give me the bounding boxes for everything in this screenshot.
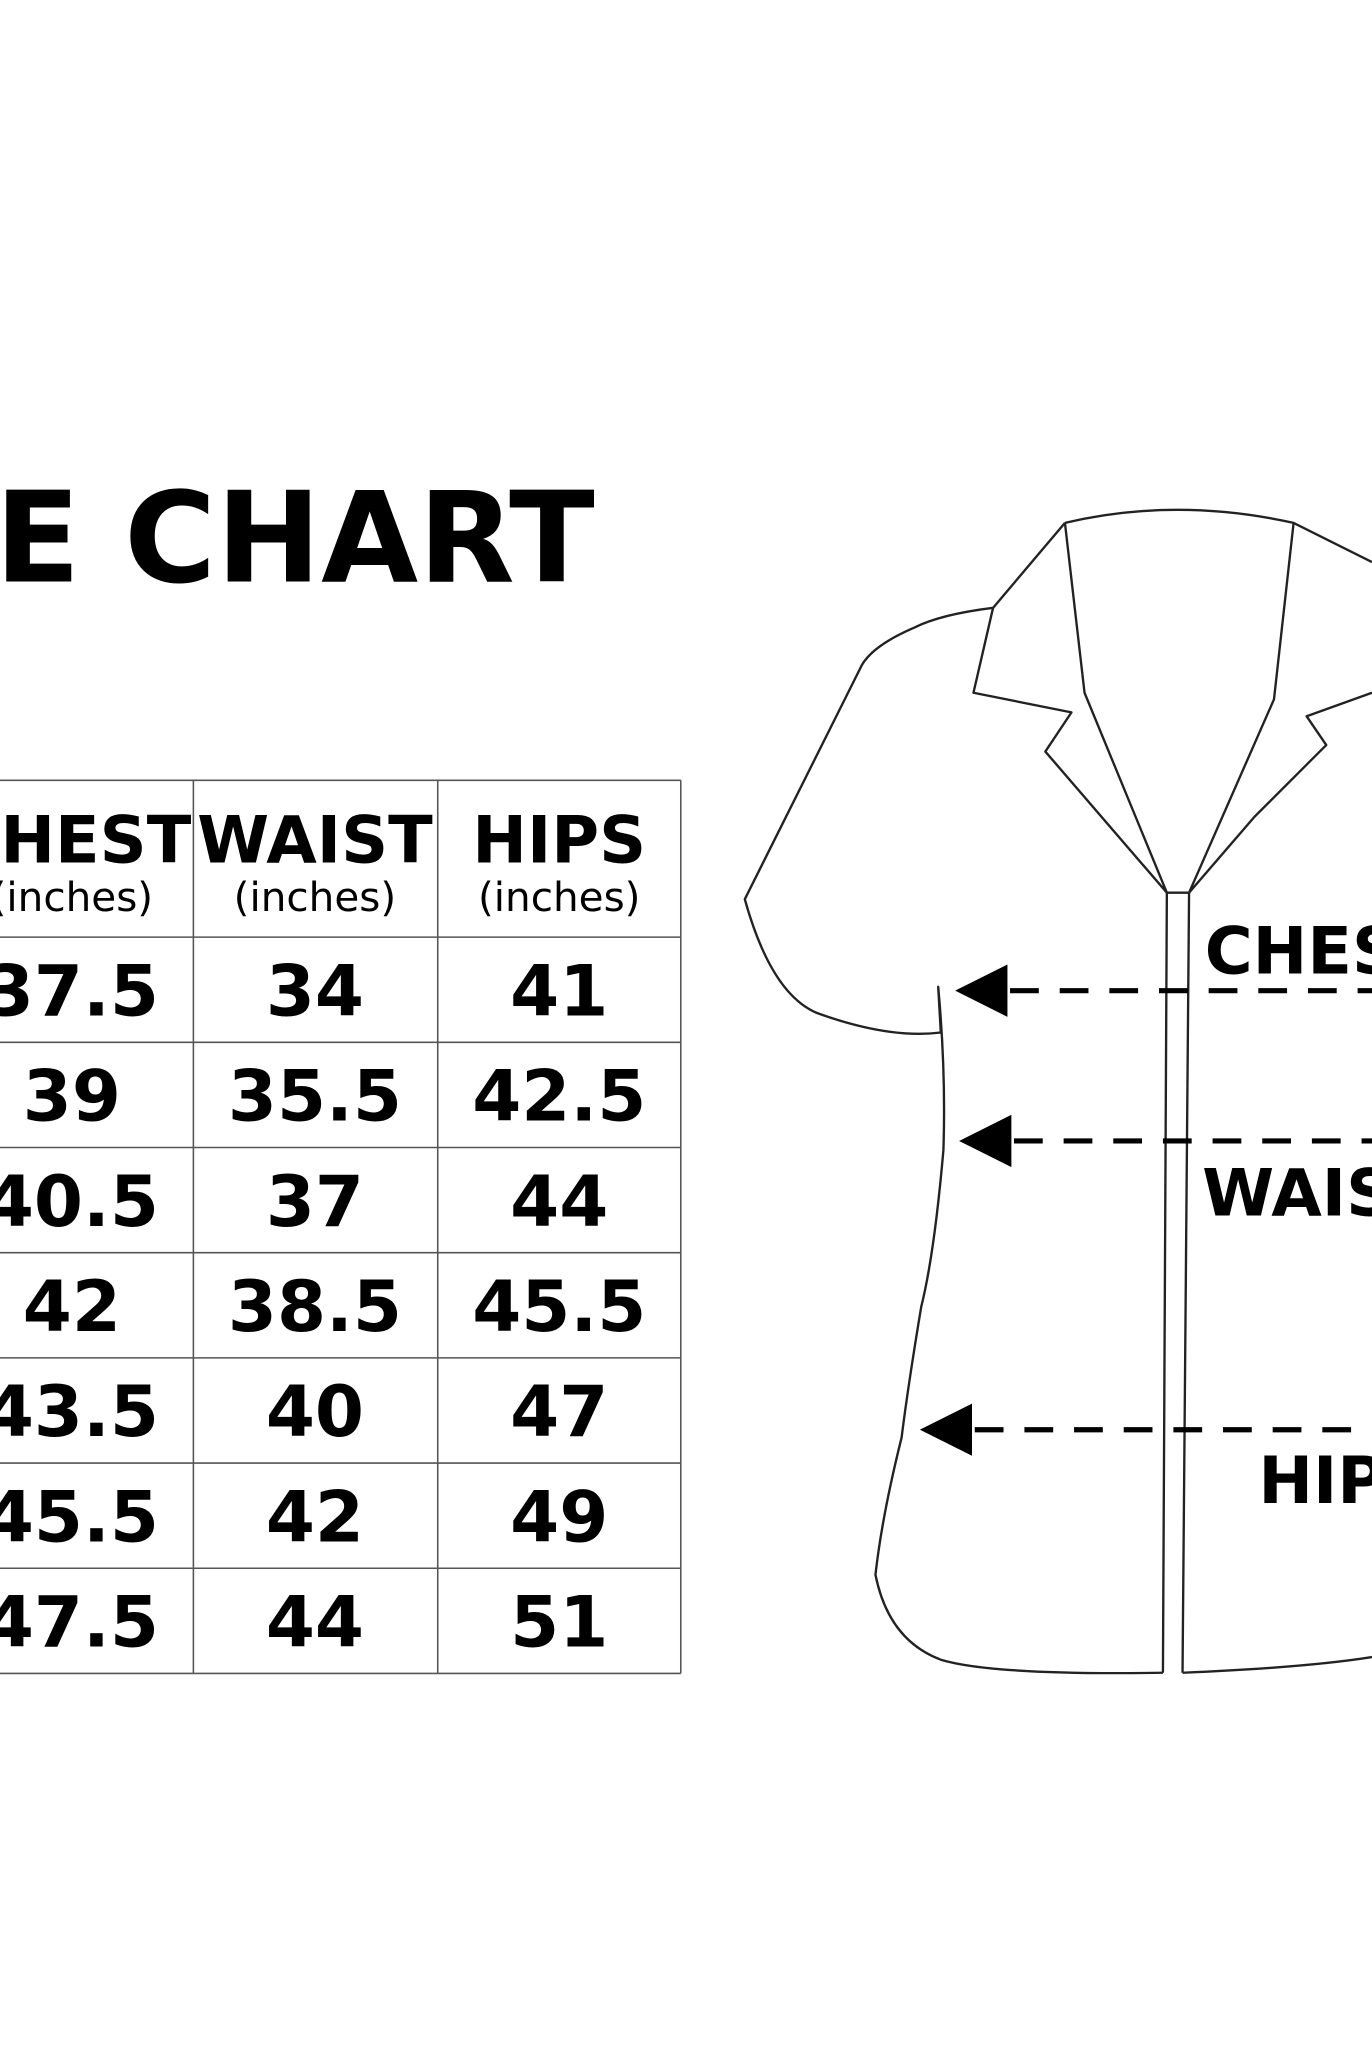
table-cell: 51 <box>510 1582 608 1664</box>
diagram-label: CHES <box>1205 914 1372 990</box>
table-cell: 44 <box>510 1161 608 1243</box>
table-cell: 43.5 <box>0 1371 159 1453</box>
table-cell: 40 <box>266 1371 364 1453</box>
column-header: HIPS <box>472 803 646 879</box>
placket <box>1161 891 1372 1674</box>
table-cell: 47 <box>510 1371 608 1453</box>
column-unit: (inches) <box>478 873 640 921</box>
table-cell: 44 <box>266 1582 364 1664</box>
table-cell: 42 <box>266 1476 364 1558</box>
diagram-label: HIP <box>1258 1443 1372 1519</box>
left-lapel <box>972 522 1168 894</box>
column-header: WAIST <box>197 803 433 879</box>
table-cell: 45.5 <box>472 1266 646 1348</box>
diagram-label: WAIS <box>1202 1155 1372 1231</box>
table-cell: 38.5 <box>228 1266 402 1348</box>
table-cell: 40.5 <box>0 1161 159 1243</box>
table-cell: 41 <box>510 951 608 1033</box>
right-lapel <box>1187 522 1372 894</box>
table-cell: 37.5 <box>0 951 159 1033</box>
column-unit: (inches) <box>234 873 396 921</box>
table-cell: 37 <box>266 1161 364 1243</box>
column-header: CHEST <box>0 803 192 879</box>
table-cell: 39 <box>23 1056 121 1138</box>
table-cell: 49 <box>510 1476 608 1558</box>
column-unit: (inches) <box>0 873 153 921</box>
title: E CHART <box>0 466 595 612</box>
table-cell: 45.5 <box>0 1476 159 1558</box>
table-cell: 42 <box>23 1266 121 1348</box>
table-cell: 47.5 <box>0 1582 159 1664</box>
table-cell: 35.5 <box>228 1056 402 1138</box>
shirt-drawing: CHES WAIS HIP <box>743 508 1372 1675</box>
table-cell: 34 <box>266 951 364 1033</box>
table-cell: 42.5 <box>472 1056 646 1138</box>
size-table: CHEST(inches)WAIST(inches)HIPS(inches)37… <box>0 779 682 1675</box>
shirt-outline <box>743 508 1372 1675</box>
